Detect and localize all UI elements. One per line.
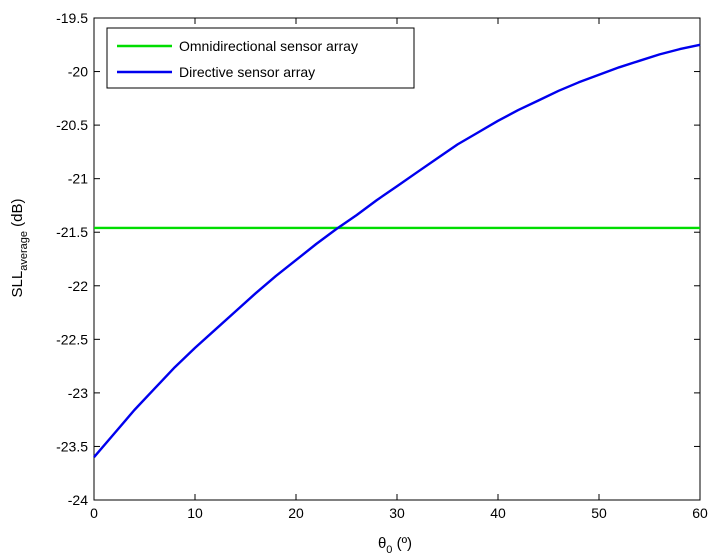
y-tick-label: -22.5 (56, 331, 88, 347)
y-tick-label: -21 (68, 171, 88, 187)
x-axis-title: θ0 (º) (378, 535, 412, 554)
x-tick-label: 50 (591, 505, 607, 521)
y-axis-title: SLLaverage (dB) (9, 199, 30, 298)
x-tick-label: 40 (490, 505, 506, 521)
y-tick-label: -20.5 (56, 117, 88, 133)
series-layer (93, 43, 701, 458)
legend-label: Omnidirectional sensor array (179, 38, 358, 54)
legend-box (106, 27, 415, 89)
x-tick-label: 20 (288, 505, 304, 521)
y-tick-label: -20 (68, 64, 88, 80)
y-tick-label: -23.5 (56, 438, 88, 454)
plot-frame (93, 17, 701, 501)
y-tick-label: -24 (68, 492, 88, 508)
legend-label: Directive sensor array (179, 64, 315, 80)
y-tick-label: -19.5 (56, 10, 88, 26)
y-tick-label: -21.5 (56, 224, 88, 240)
x-tick-label: 30 (389, 505, 405, 521)
y-tick-label: -22 (68, 278, 88, 294)
plot-area (93, 17, 701, 501)
x-tick-label: 60 (692, 505, 708, 521)
legend: Omnidirectional sensor array Directive se… (106, 27, 415, 89)
series-line-directive (93, 43, 701, 458)
x-tick-label: 10 (187, 505, 203, 521)
x-tick-label: 0 (90, 505, 98, 521)
y-tick-label: -23 (68, 385, 88, 401)
x-axis: 0 10 20 30 40 50 60 (90, 18, 708, 521)
y-axis: -24 -23.5 -23 -22.5 -22 -21.5 -21 -20.5 -20 -19.5 (56, 10, 700, 508)
